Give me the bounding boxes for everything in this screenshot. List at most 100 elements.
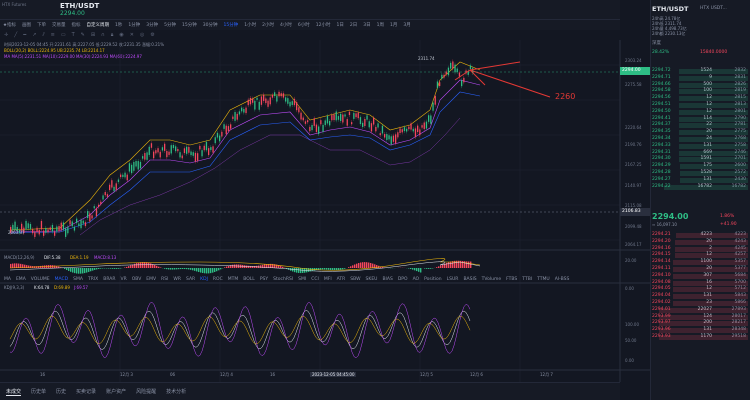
- bid-row[interactable]: 2294.05 12 5712: [652, 286, 748, 293]
- bid-row[interactable]: 2293.97 200 28217: [652, 320, 748, 327]
- ask-row[interactable]: 2294.71 9 2831: [652, 75, 748, 82]
- ask-row[interactable]: 2294.58 100 2819: [652, 88, 748, 95]
- indicator-tab-ftbs[interactable]: FTBS: [506, 276, 518, 282]
- trash-icon[interactable]: ✕: [129, 32, 134, 38]
- rect-icon[interactable]: ▭: [60, 32, 66, 38]
- tf-4[interactable]: 15分钟: [182, 23, 197, 28]
- ask-row[interactable]: 2294.66 500 2826: [652, 82, 748, 89]
- tab-trades[interactable]: 买卖记录: [76, 389, 97, 395]
- indicator-tab-tvolume[interactable]: TVolume: [481, 276, 502, 282]
- brand-box[interactable]: HTX Futures: [2, 2, 57, 18]
- indicator-tab-mfi[interactable]: MFI: [323, 276, 332, 282]
- ask-row[interactable]: 2294.33 131 2758: [652, 143, 748, 150]
- fib-icon[interactable]: ≡: [50, 32, 55, 38]
- tf-8[interactable]: 4小时: [280, 23, 292, 28]
- bid-row[interactable]: 2294.11 20 5377: [652, 266, 748, 273]
- indicator-tab-sbw[interactable]: SBW: [350, 276, 361, 282]
- tab-assets[interactable]: 账户资产: [106, 389, 127, 395]
- indicator-tab-trix[interactable]: TRIX: [87, 276, 99, 282]
- tab-risk[interactable]: 风险提醒: [136, 389, 157, 395]
- measure-icon[interactable]: ⊞: [90, 32, 96, 38]
- indicator-tab-ema[interactable]: EMA: [15, 276, 26, 282]
- indicator-tab-boll[interactable]: BOLL: [243, 276, 255, 282]
- tf-13[interactable]: 3日: [363, 23, 371, 28]
- indicator-tab-brar[interactable]: BRAR: [103, 276, 116, 282]
- bid-row[interactable]: 2294.10 307 5684: [652, 273, 748, 280]
- ask-row[interactable]: 2294.51 12 2813: [652, 102, 748, 109]
- tf-12[interactable]: 2日: [349, 23, 358, 28]
- ask-row[interactable]: 2294.30 1591 2701: [652, 156, 748, 163]
- indicator-tab-macd[interactable]: MACD: [54, 276, 69, 282]
- indicator-tab-stochrsi[interactable]: StochRSI: [273, 276, 294, 282]
- bid-row[interactable]: 2294.01 22027 27893: [652, 307, 748, 314]
- bid-row[interactable]: 2293.96 131 28348: [652, 327, 748, 334]
- indicator-tab-atr[interactable]: ATR: [336, 276, 346, 282]
- ask-row[interactable]: 2294.72 1524 2832: [652, 68, 748, 75]
- depth-label[interactable]: 深度: [652, 41, 661, 46]
- ask-row[interactable]: 2294.37 22 2781: [652, 122, 748, 129]
- indicator-tab-vr[interactable]: VR: [120, 276, 127, 282]
- tf-0[interactable]: 1秒: [115, 23, 123, 28]
- indicator-tab-dpo[interactable]: DPO: [397, 276, 408, 282]
- indicator-tab-sar[interactable]: SAR: [186, 276, 196, 282]
- tab-open-orders[interactable]: 未成交: [6, 388, 22, 396]
- ask-row[interactable]: 2294.29 175 2600: [652, 163, 748, 170]
- tf-9[interactable]: 6小时: [297, 23, 310, 28]
- indicator-tab-ao[interactable]: AO: [412, 276, 420, 282]
- fav-4[interactable]: 指标: [71, 23, 81, 28]
- tf-11[interactable]: 1日: [336, 23, 344, 28]
- indicator-tab-bias[interactable]: BIAS: [382, 276, 393, 282]
- bid-row[interactable]: 2294.14 1100 5357: [652, 259, 748, 266]
- bid-row[interactable]: 2294.15 12 4257: [652, 252, 748, 259]
- bid-row[interactable]: 2294.02 23 5866: [652, 300, 748, 307]
- chart-type-select[interactable]: 自定义周期: [86, 23, 110, 28]
- indicator-tab-obv[interactable]: OBV: [131, 276, 142, 282]
- indicator-tab-sma[interactable]: SMA: [73, 276, 83, 282]
- camera-icon[interactable]: ◎: [140, 32, 145, 38]
- indicator-tab-cci[interactable]: CCI: [311, 276, 319, 282]
- main-chart[interactable]: 2260 2311.74 2063.37 MACD(12,26,9) DIF:5…: [0, 40, 650, 382]
- fav-0[interactable]: ★指标: [3, 23, 17, 28]
- indicator-tab-wr[interactable]: WR: [173, 276, 181, 282]
- indicator-tab-volume[interactable]: VOLUME: [30, 276, 50, 282]
- brush-icon[interactable]: ✎: [80, 32, 85, 38]
- tab-analysis[interactable]: 技术分析: [166, 389, 187, 395]
- indicator-tab-ttmu[interactable]: TTMU: [537, 276, 550, 282]
- tf-2[interactable]: 3分钟: [146, 23, 159, 28]
- indicator-tab-ma[interactable]: MA: [4, 276, 11, 282]
- magnet-icon[interactable]: ∩: [101, 32, 105, 38]
- trendline-icon[interactable]: ╱: [14, 32, 18, 38]
- tf-5[interactable]: 30分钟: [202, 23, 218, 28]
- indicator-tab-smi[interactable]: SMI: [298, 276, 307, 282]
- ask-row[interactable]: 2294.28 1528 2572: [652, 170, 748, 177]
- text-icon[interactable]: T: [71, 32, 75, 38]
- indicator-tab-kdj[interactable]: KDJ: [200, 276, 208, 282]
- ask-row[interactable]: 2294.27 131 2430: [652, 177, 748, 184]
- bid-row[interactable]: 2294.16 2 4245: [652, 246, 748, 253]
- settings-icon[interactable]: ⚙: [150, 32, 155, 38]
- channel-icon[interactable]: ⫽: [42, 32, 45, 38]
- indicator-tab-position[interactable]: Position: [424, 276, 442, 282]
- tf-10[interactable]: 12小时: [315, 23, 331, 28]
- indicator-tab-roc[interactable]: ROC: [212, 276, 223, 282]
- lock-icon[interactable]: 🔒︎: [110, 32, 114, 38]
- ask-row[interactable]: 2294.34 24 2768: [652, 136, 748, 143]
- tf-1[interactable]: 1分钟: [128, 23, 141, 28]
- fav-3[interactable]: 交易量: [52, 23, 66, 28]
- bid-row[interactable]: 2294.08 16 5700: [652, 280, 748, 287]
- ask-row[interactable]: 2294.50 12 2801: [652, 109, 748, 116]
- indicator-tab-basis[interactable]: BASIS: [463, 276, 477, 282]
- indicator-tab-rsi[interactable]: RSI: [161, 276, 169, 282]
- tf-14[interactable]: 1周: [376, 23, 384, 28]
- tf-active[interactable]: 15分钟: [223, 23, 239, 28]
- tf-7[interactable]: 2小时: [262, 23, 274, 28]
- indicator-tab-mtm[interactable]: MTM: [227, 276, 239, 282]
- symbol-box[interactable]: ETH/USDT 2294.00: [60, 2, 99, 17]
- ask-row[interactable]: 2294.35 20 2775: [652, 129, 748, 136]
- crosshair-icon[interactable]: ✛: [4, 32, 9, 38]
- ask-row[interactable]: 2294.22 16782 16782: [652, 184, 748, 191]
- fav-1[interactable]: 画图: [22, 23, 32, 28]
- panel-subtitle[interactable]: HTX USDT...: [700, 6, 727, 11]
- tf-15[interactable]: 1月: [389, 23, 398, 28]
- ask-row[interactable]: 2294.31 669 2746: [652, 150, 748, 157]
